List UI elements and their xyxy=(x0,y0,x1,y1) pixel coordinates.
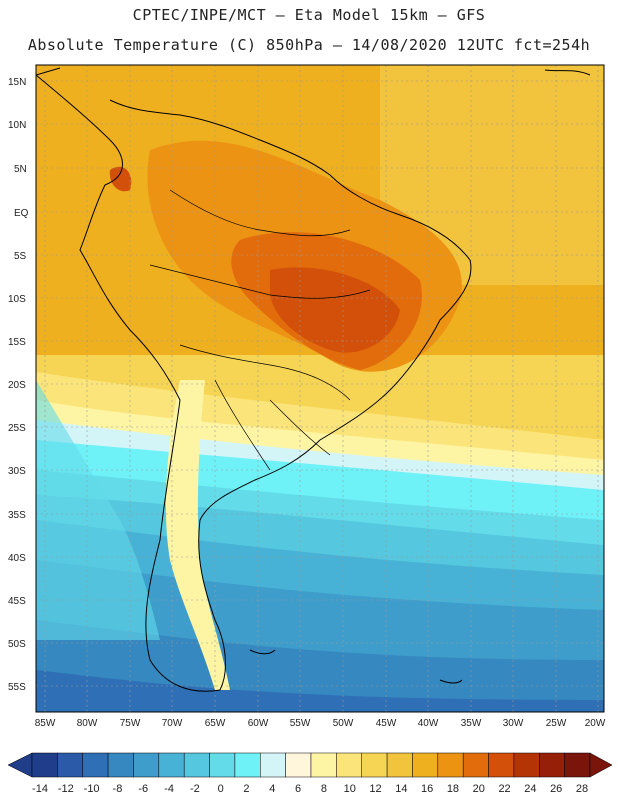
legend-swatch xyxy=(361,752,388,778)
legend-swatch xyxy=(260,752,286,778)
legend-tick-label: 10 xyxy=(344,783,356,795)
country-borders xyxy=(149,189,371,471)
legend-swatch xyxy=(158,752,185,778)
lat-label: 50S xyxy=(8,639,26,650)
legend-swatch xyxy=(539,752,565,778)
lon-label: 65W xyxy=(205,718,226,729)
legend-swatch xyxy=(133,752,160,778)
lon-label: 20W xyxy=(585,718,606,729)
legend-swatch xyxy=(82,752,109,778)
lon-label: 50W xyxy=(333,718,354,729)
temperature-field xyxy=(36,65,604,712)
lat-label: 5N xyxy=(14,164,27,175)
map-title-line1: CPTEC/INPE/MCT – Eta Model 15km – GFS xyxy=(132,6,486,24)
legend-swatch xyxy=(564,752,591,778)
temperature-map: 15N 10N 5N EQ 5S 10S 15S 20S 25S 30S 35S… xyxy=(8,64,606,729)
lat-label: 35S xyxy=(8,510,26,521)
legend-arrow-low xyxy=(7,752,33,778)
lon-label: 40W xyxy=(418,718,439,729)
lat-label: 55S xyxy=(8,682,26,693)
lon-label: 80W xyxy=(77,718,98,729)
legend-swatch xyxy=(57,752,83,778)
lon-label: 85W xyxy=(35,718,56,729)
legend-tick-label: 22 xyxy=(498,783,510,795)
legend-tick-label: 12 xyxy=(369,783,381,795)
lat-label: 10S xyxy=(8,294,26,305)
legend-tick-label: -12 xyxy=(58,783,74,795)
legend-tick-label: 4 xyxy=(269,783,275,795)
legend-swatch xyxy=(386,752,413,778)
lon-label: 75W xyxy=(120,718,141,729)
legend-arrow-high xyxy=(589,752,613,778)
legend-swatch xyxy=(183,752,210,778)
legend-tick-label: 26 xyxy=(550,783,562,795)
lat-label: 40S xyxy=(8,553,26,564)
legend-swatch xyxy=(234,752,261,778)
legend-tick-label: 16 xyxy=(421,783,433,795)
legend-swatch xyxy=(336,752,362,778)
legend-tick-label: 0 xyxy=(218,783,224,795)
lat-label: 25S xyxy=(8,423,26,434)
lon-label: 30W xyxy=(503,718,524,729)
legend-tick-label: 14 xyxy=(395,783,407,795)
coastline xyxy=(36,67,591,692)
latitude-labels: 15N 10N 5N EQ 5S 10S 15S 20S 25S 30S 35S… xyxy=(8,77,29,693)
color-legend: -14 -12 -10 -8 -6 -4 -2 0 2 4 6 8 10 12 14 16 18 20 22 24 26… xyxy=(7,752,613,795)
legend-swatch xyxy=(437,752,464,778)
lon-label: 25W xyxy=(546,718,567,729)
legend-swatch xyxy=(209,752,236,778)
legend-swatch xyxy=(107,752,134,778)
legend-tick-label: -8 xyxy=(113,783,123,795)
legend-swatch xyxy=(513,752,540,778)
lat-label: 45S xyxy=(8,596,26,607)
legend-tick-label: 20 xyxy=(473,783,485,795)
lon-label: 70W xyxy=(162,718,183,729)
lat-label: 20S xyxy=(8,380,26,391)
legend-swatch xyxy=(285,752,312,778)
legend-swatch xyxy=(462,752,489,778)
legend-tick-label: 8 xyxy=(321,783,327,795)
map-title-line2: Absolute Temperature (C) 850hPa – 14/08/… xyxy=(27,36,591,54)
lat-label: 15S xyxy=(8,337,26,348)
legend-tick-label: -4 xyxy=(164,783,174,795)
lat-label: 10N xyxy=(8,120,26,131)
lat-label: EQ xyxy=(14,208,29,219)
lat-label: 5S xyxy=(14,251,27,262)
legend-swatch xyxy=(310,752,337,778)
longitude-labels: 85W 80W 75W 70W 65W 60W 55W 50W 45W 40W … xyxy=(35,718,606,729)
legend-tick-label: -10 xyxy=(84,783,100,795)
legend-swatch xyxy=(412,752,439,778)
legend-tick-label: -14 xyxy=(32,783,48,795)
lat-label: 15N xyxy=(8,77,26,88)
map-frame xyxy=(35,64,605,713)
legend-tick-label: 24 xyxy=(524,783,536,795)
legend-tick-label: 2 xyxy=(243,783,249,795)
lon-label: 35W xyxy=(461,718,482,729)
lon-label: 60W xyxy=(248,718,269,729)
legend-tick-label: 6 xyxy=(295,783,301,795)
legend-swatch xyxy=(31,752,58,778)
lat-label: 30S xyxy=(8,466,26,477)
legend-swatch xyxy=(488,752,515,778)
legend-tick-label: -6 xyxy=(138,783,148,795)
legend-tick-label: -2 xyxy=(190,783,200,795)
lon-label: 55W xyxy=(290,718,311,729)
lon-label: 45W xyxy=(376,718,397,729)
legend-tick-label: 18 xyxy=(447,783,459,795)
legend-tick-label: 28 xyxy=(576,783,588,795)
